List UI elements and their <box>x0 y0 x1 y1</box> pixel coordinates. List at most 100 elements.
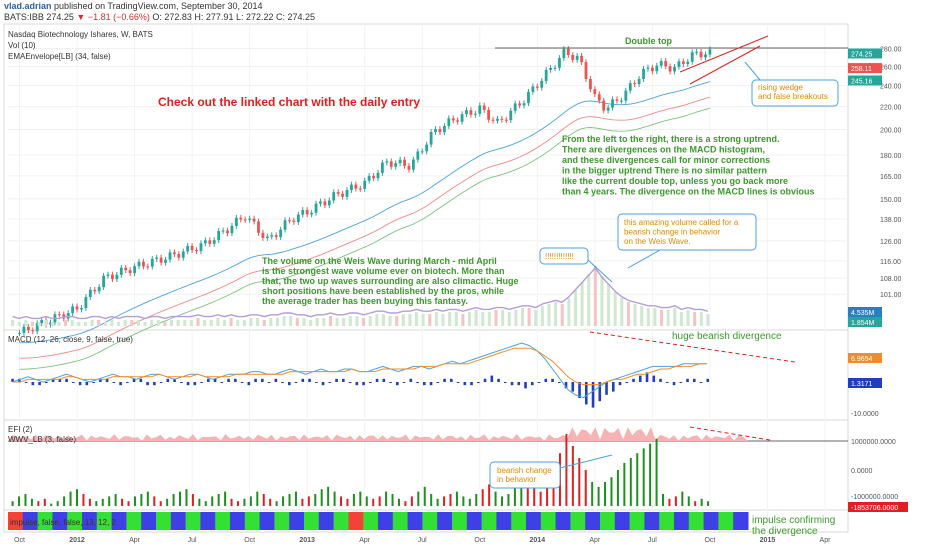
exclaim-note: !!!!!!!!!!!!! <box>545 252 574 261</box>
candle-body <box>394 163 398 167</box>
weis-wave-bar <box>185 489 188 506</box>
impulse-segment <box>8 512 24 530</box>
candle-body <box>195 250 198 252</box>
weis-wave-bar <box>256 491 259 506</box>
weis-wave-bar <box>108 496 111 506</box>
envelope-price-tag: 245.16 <box>851 78 873 85</box>
volume-bar <box>223 320 227 326</box>
volume-bar <box>143 322 147 326</box>
candle-body <box>438 129 442 133</box>
candle-body <box>177 254 181 258</box>
volume-bar <box>50 322 54 326</box>
candle-body <box>451 118 455 121</box>
volume-bar <box>275 318 279 326</box>
candle-body <box>22 326 26 333</box>
candle-body <box>226 230 229 234</box>
candle-body <box>208 240 212 244</box>
candle-body <box>469 110 473 115</box>
weis-wave-bar <box>507 494 510 506</box>
candle-body <box>270 235 274 237</box>
volume-bar <box>64 320 68 326</box>
candle-body <box>531 86 535 92</box>
author-link[interactable]: vlad.adrian <box>4 1 52 11</box>
weis-wave-bar <box>526 477 529 506</box>
candle-body <box>372 175 375 179</box>
weis-wave-bar <box>37 501 40 506</box>
volume-bar <box>70 320 74 326</box>
weis-wave-bar <box>43 498 46 506</box>
volume-bar <box>640 306 644 326</box>
linked-chart-note: Check out the linked chart with the dail… <box>158 95 420 109</box>
candle-body <box>385 161 389 163</box>
candle-body <box>558 58 561 68</box>
volume-bar <box>355 316 359 326</box>
candle-body <box>146 266 150 268</box>
price-tick-label: 165.00 <box>880 174 902 181</box>
weis-wave-bar <box>82 494 85 506</box>
weis-wave-bar <box>198 498 201 506</box>
volume-bar <box>699 312 703 326</box>
macd-tick-label: 6.9654 <box>851 356 873 363</box>
macd-histogram-bar <box>571 382 575 392</box>
macd-histogram-bar <box>638 375 642 382</box>
impulse-segment <box>378 512 394 530</box>
macd-histogram-bar <box>348 382 352 383</box>
weis-wave-bar <box>629 458 632 506</box>
weis-wave-bar <box>655 438 658 506</box>
macd-tick-label: -10.0000 <box>851 411 879 418</box>
time-tick-label: Apr <box>820 537 832 544</box>
wedge-lower-line <box>689 45 761 85</box>
macd-histogram-bar <box>530 382 534 386</box>
volume-bar <box>289 316 293 326</box>
volume-bar <box>110 320 114 326</box>
volume-bar <box>342 318 346 326</box>
macd-histogram-bar <box>301 378 305 382</box>
volume-bar <box>673 308 677 326</box>
weis-wave-bar <box>565 434 568 506</box>
macd-histogram-bar <box>429 382 433 386</box>
macd-histogram-bar <box>476 382 480 383</box>
weis-wave-bar <box>224 491 227 506</box>
weis-wave-bar <box>423 486 426 506</box>
macd-histogram-bar <box>72 382 75 383</box>
volume-bar <box>547 304 551 326</box>
volume-bar <box>315 318 319 326</box>
impulse-segment <box>659 512 675 530</box>
volume-bar <box>434 312 438 326</box>
macd-histogram-bar <box>416 382 419 383</box>
volume-bar <box>170 320 174 326</box>
impulse-segment <box>407 512 423 530</box>
weis-wave-bar <box>513 486 516 506</box>
volume-bar <box>607 284 611 326</box>
candle-body <box>345 189 349 197</box>
efi-area <box>8 427 748 441</box>
macd-histogram-bar <box>503 382 507 383</box>
weis-wave-bar <box>262 494 265 506</box>
weis-wave-bar <box>616 470 619 506</box>
volume-bar <box>693 312 697 326</box>
wwv-tick-label: -1853706.0000 <box>851 505 898 512</box>
price-tags: 274.25 258.11 245.16 <box>848 48 882 86</box>
candle-body <box>447 118 451 127</box>
weis-wave-bar <box>101 498 104 506</box>
macd-histogram-bar <box>220 382 224 383</box>
candle-body <box>301 210 305 215</box>
price-tick-label: 180.00 <box>880 153 902 160</box>
candle-body <box>535 86 539 88</box>
macd-histogram-bar <box>146 382 149 386</box>
weis-wave-bar <box>449 494 452 506</box>
volume-bar <box>706 314 710 326</box>
price-tick-label: 200.00 <box>880 128 902 135</box>
volume-bars: 4.535M 1.854M <box>11 266 882 327</box>
macd-histogram-bar <box>193 382 197 386</box>
candle-body <box>257 221 260 233</box>
candle-body <box>650 67 654 72</box>
volume-bar <box>626 302 630 326</box>
macd-histogram-bar <box>254 378 257 382</box>
volume-callout-box <box>617 213 757 251</box>
candle-body <box>97 287 101 292</box>
volume-bar <box>24 320 28 326</box>
weis-wave-bar <box>294 491 297 506</box>
macd-histogram-bar <box>510 382 514 386</box>
